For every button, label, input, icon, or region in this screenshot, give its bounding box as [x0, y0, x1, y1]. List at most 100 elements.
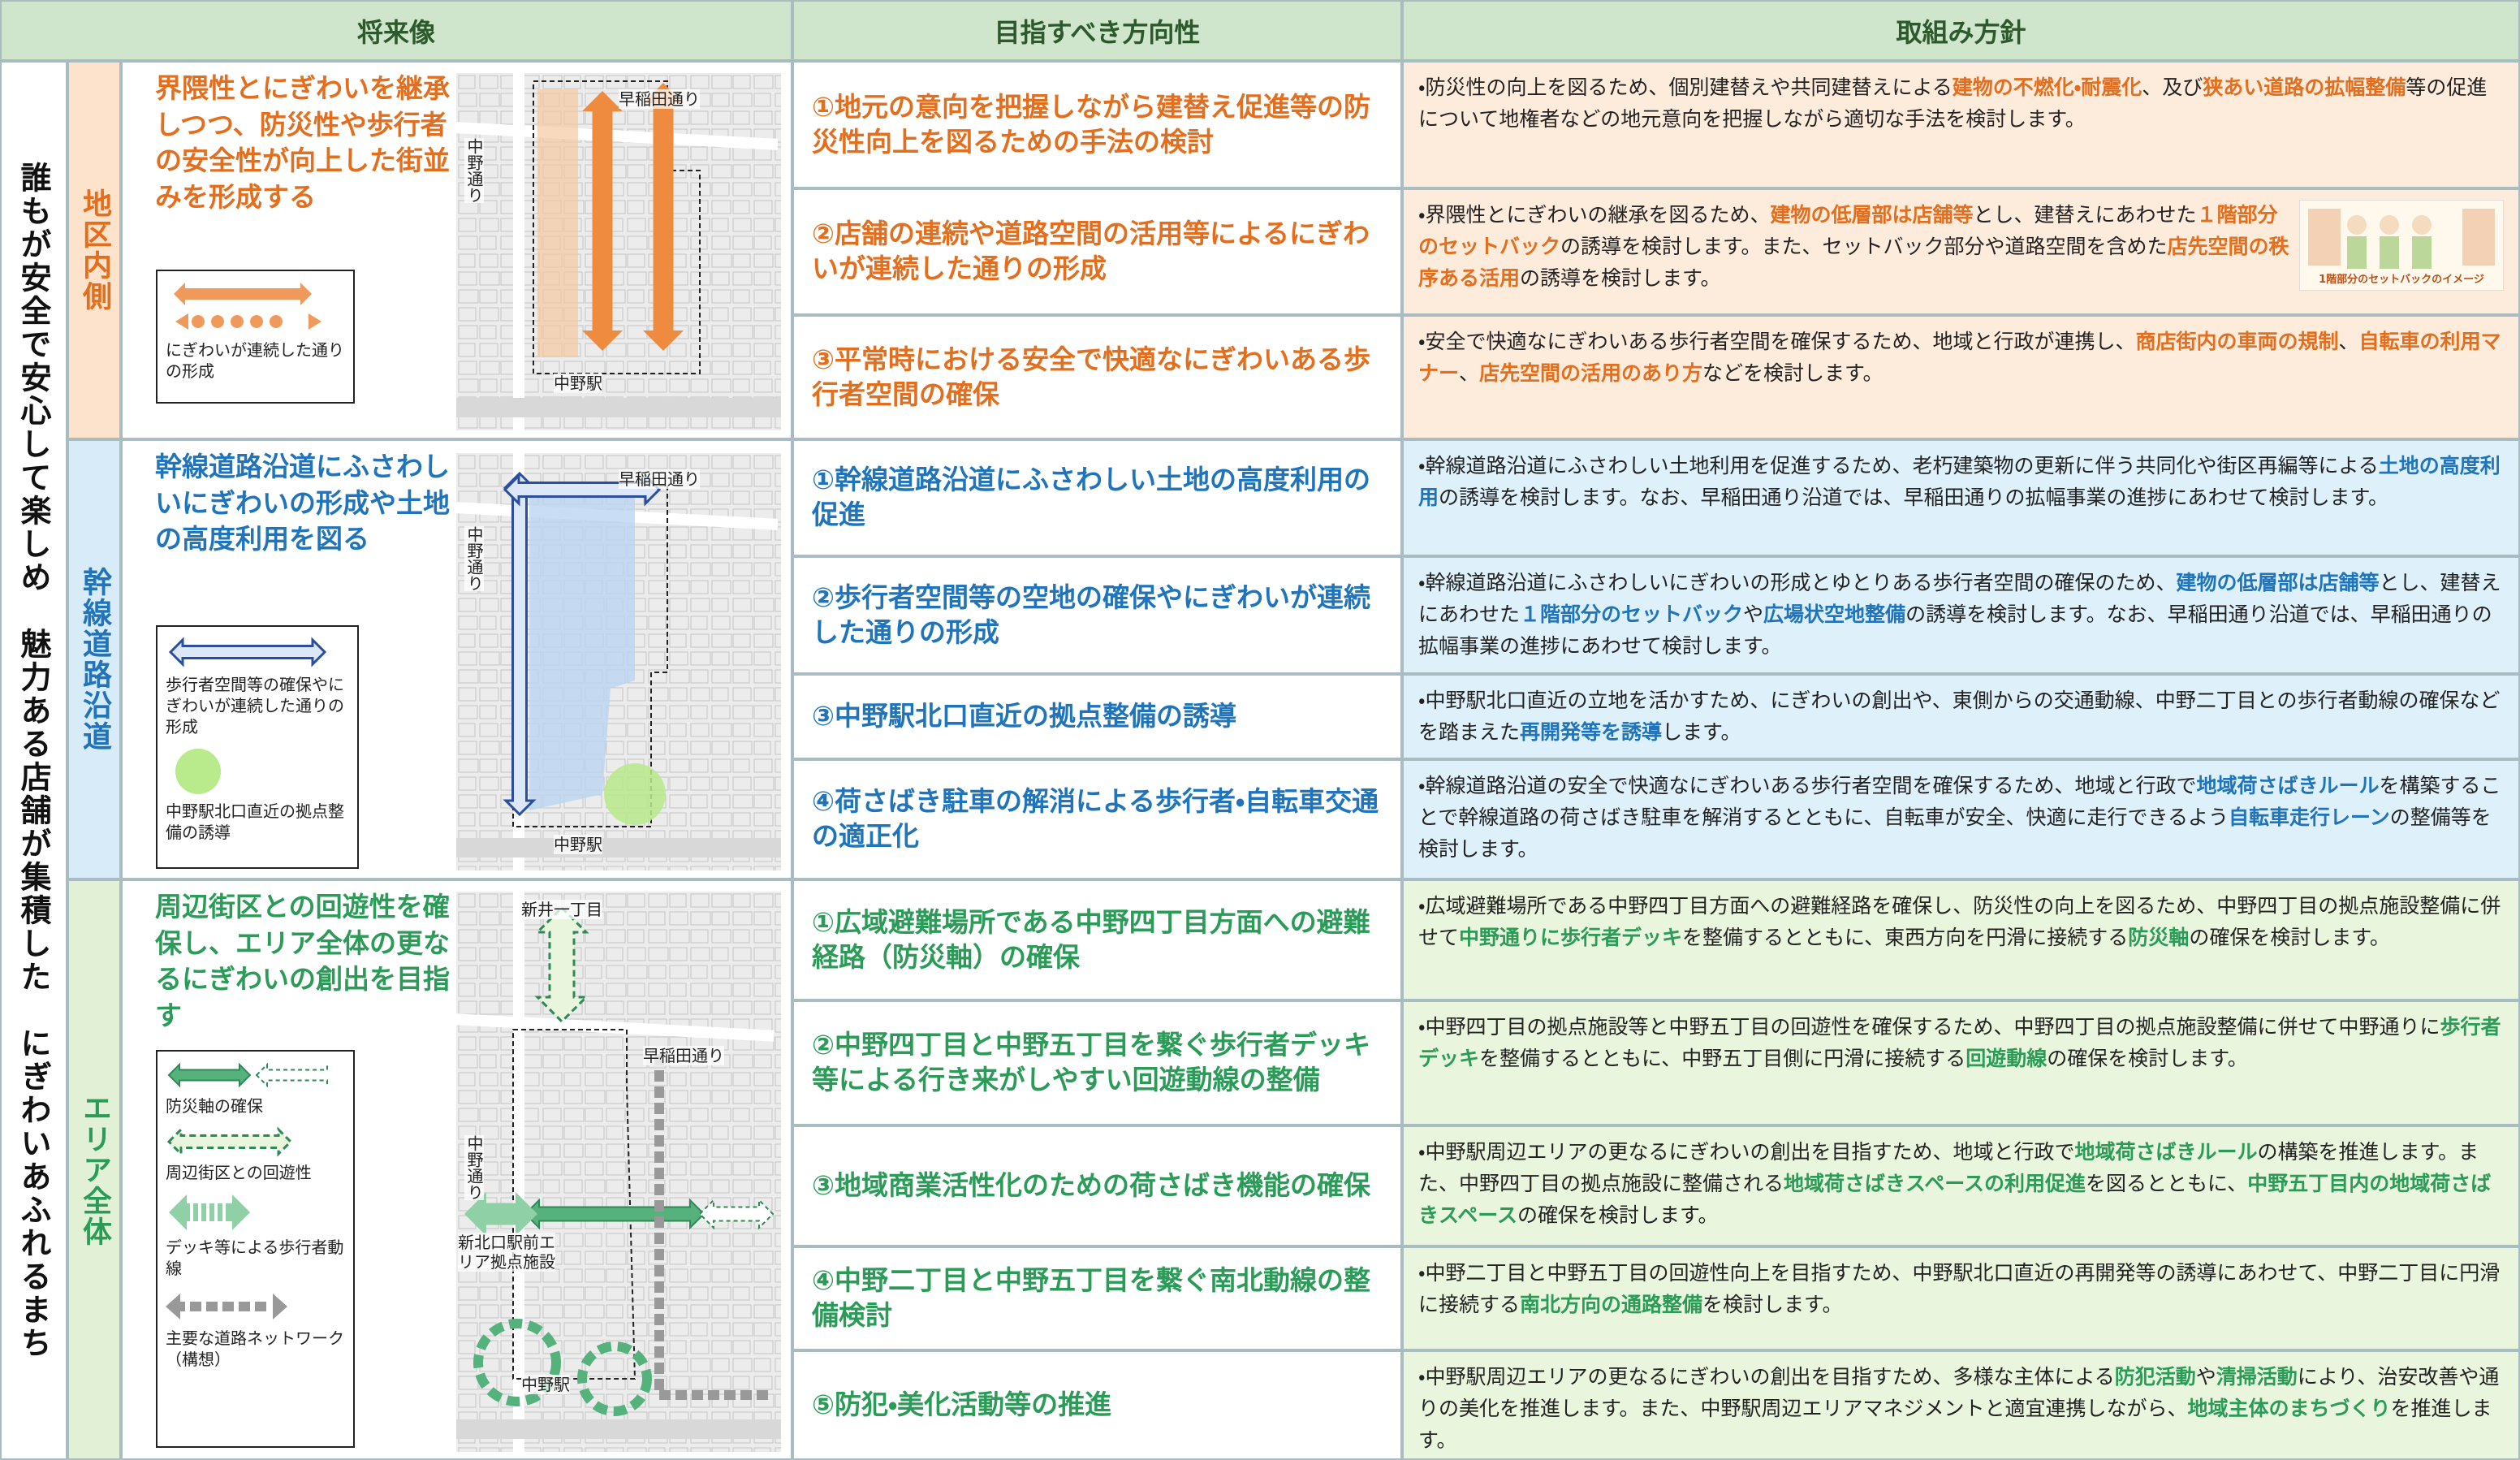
map-shape — [563, 1233, 584, 1247]
map-shape — [542, 1143, 561, 1158]
map-shape — [533, 80, 701, 374]
policy-text: の誘導を検討します。 — [1520, 266, 1721, 290]
legend-icon — [169, 1194, 250, 1230]
map-shape — [711, 1000, 730, 1015]
map-shape — [753, 235, 772, 250]
map-shape — [458, 929, 479, 944]
map-shape — [732, 947, 752, 961]
map-shape — [627, 911, 647, 926]
vision-text: 幹線道路沿道にふさわしいにぎわいの形成や土地の高度利用を図る — [155, 451, 450, 555]
map-shape — [458, 687, 477, 702]
policy-text: 、 — [2338, 330, 2359, 353]
map-shape — [753, 616, 772, 630]
map-shape — [690, 110, 709, 125]
map-shape — [669, 705, 689, 719]
policy-text: とし、建替えにあわせた — [1418, 571, 2501, 626]
map-shape — [542, 1108, 562, 1122]
map-shape — [669, 723, 687, 737]
map-shape — [542, 1393, 563, 1408]
map-shape — [479, 200, 498, 214]
map-shape — [753, 651, 771, 666]
legend-icon — [166, 1294, 287, 1320]
policy: ・幹線道路沿道にふさわしいにぎわいの形成とゆとりある歩行者空間の確保のため、建物… — [1402, 556, 2520, 674]
vision-text: 界隈性とにぎわいを継承しつつ、防災性や歩行者の安全性が向上した街並みを形成する — [155, 72, 450, 213]
map-shape — [690, 929, 709, 944]
policy: ・中野二丁目と中野五丁目の回遊性向上を目指すため、中野駅北口直近の再開発等の誘導… — [1402, 1246, 2520, 1350]
map-shape — [479, 705, 497, 719]
map-shape — [606, 1376, 626, 1390]
map-shape — [166, 1126, 293, 1157]
map-shape — [732, 794, 753, 809]
map-shape — [606, 1322, 625, 1337]
map-shape — [732, 1090, 753, 1104]
map-shape — [585, 1322, 602, 1337]
map-shape — [627, 893, 645, 908]
policy-text: を推進します。 — [1418, 1396, 2492, 1452]
map-shape — [174, 283, 312, 305]
map-label: 新北口駅前エリア拠点施設 — [458, 1233, 555, 1272]
map-shape — [711, 455, 732, 469]
map-shape — [732, 378, 750, 393]
map-shape — [542, 1304, 563, 1319]
map-label: 中野通り — [464, 138, 484, 203]
map-shape — [753, 325, 772, 339]
direction: ②店舗の連続や道路空間の活用等によるにぎわいが連続した通りの形成 — [792, 188, 1402, 315]
map-shape — [627, 271, 647, 286]
map-shape — [690, 1161, 710, 1176]
map-shape — [542, 1161, 563, 1176]
map-shape — [732, 580, 750, 594]
map-shape — [732, 598, 752, 612]
map-shape — [563, 1054, 584, 1069]
legend: 防災軸の確保 周辺街区との回遊性 デッキ等による歩行者動線 主要な道路ネットワーク（構… — [156, 1050, 355, 1448]
map-shape — [627, 1233, 648, 1247]
map-shape — [458, 1036, 477, 1051]
legend-item: 歩行者空間等の確保やにぎわいが連続した通りの形成 — [166, 635, 349, 737]
direction: ④中野二丁目と中野五丁目を繋ぐ南北動線の整備検討 — [792, 1246, 1402, 1350]
policy-text: ・幹線道路沿道にふさわしいにぎわいの形成とゆとりある歩行者空間の確保のため、 — [1418, 571, 2177, 594]
map-shape — [732, 271, 753, 286]
map-shape — [585, 1268, 606, 1283]
map-shape — [563, 1179, 583, 1194]
map-shape — [585, 947, 605, 961]
map-shape — [627, 1304, 646, 1319]
map-shape — [711, 1161, 732, 1176]
map-shape — [698, 1198, 775, 1230]
map-shape — [585, 1090, 606, 1104]
map-shape — [711, 1179, 730, 1194]
header-policy: 取組み方針 — [1402, 0, 2520, 61]
map-shape — [479, 1000, 500, 1015]
map-shape — [669, 1143, 689, 1158]
map-shape — [732, 1108, 750, 1122]
map-shape — [690, 947, 710, 961]
map-shape — [606, 741, 624, 755]
map-shape — [456, 398, 781, 417]
map-shape — [479, 776, 499, 791]
map-shape — [627, 1322, 648, 1337]
map-shape — [643, 83, 684, 351]
map-shape — [711, 361, 730, 375]
map-shape — [606, 1125, 624, 1140]
map-shape — [606, 1054, 625, 1069]
map-shape — [711, 75, 732, 89]
map-shape — [732, 75, 751, 89]
map-shape — [606, 1143, 625, 1158]
policy: ・安全で快適なにぎわいある歩行者空間を確保するため、地域と行政が連携し、商店街内… — [1402, 315, 2520, 439]
map-shape — [690, 1322, 708, 1337]
map-shape — [732, 1143, 753, 1158]
map-shape — [627, 378, 645, 393]
map-shape — [627, 1143, 648, 1158]
map-shape — [711, 289, 731, 304]
map-shape — [753, 669, 773, 684]
map-shape — [753, 361, 771, 375]
vision-cell: 界隈性とにぎわいを継承しつつ、防災性や歩行者の安全性が向上した街並みを形成するに… — [121, 61, 796, 439]
map-shape — [753, 473, 771, 487]
map-shape — [690, 1286, 709, 1301]
map-shape — [753, 218, 775, 232]
direction-text: ①広域避難場所である中野四丁目方面への避難経路（防災軸）の確保 — [812, 905, 1370, 973]
map-shape — [690, 741, 711, 755]
map-shape — [627, 182, 647, 197]
map-shape — [732, 929, 750, 944]
map-shape — [711, 1376, 731, 1390]
map-shape — [627, 455, 645, 469]
map-shape — [753, 1322, 772, 1337]
